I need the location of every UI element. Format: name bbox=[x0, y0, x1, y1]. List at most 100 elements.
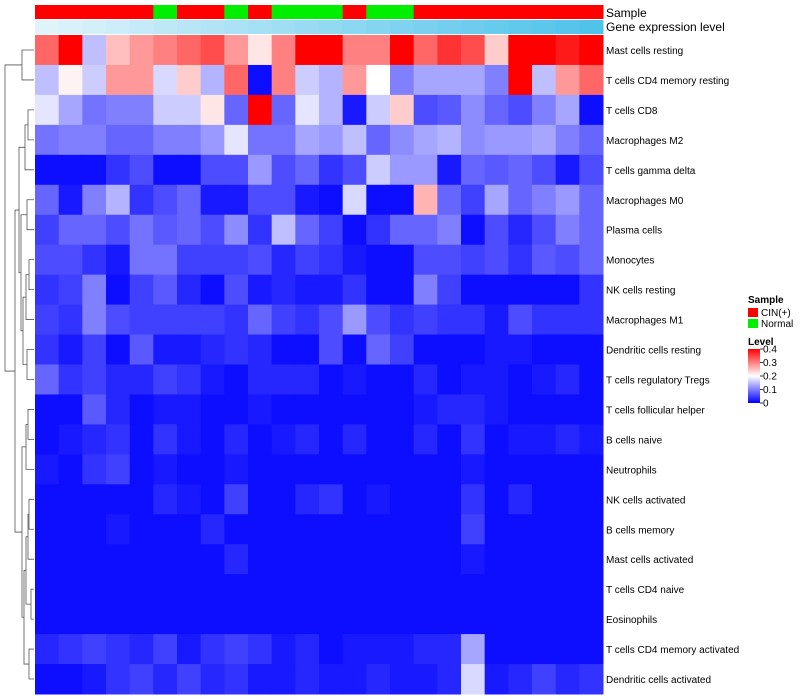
heatmap-cell bbox=[579, 35, 604, 66]
heatmap-cell bbox=[390, 604, 415, 635]
heatmap-cell bbox=[319, 484, 344, 515]
heatmap-cell bbox=[508, 274, 533, 306]
heatmap-cell bbox=[532, 394, 557, 425]
heatmap-cell bbox=[224, 394, 249, 425]
heatmap-cell bbox=[484, 304, 509, 336]
heatmap-cell bbox=[295, 484, 320, 515]
sample-annot-cell bbox=[153, 5, 178, 19]
heatmap-cell bbox=[153, 364, 178, 395]
heatmap-cell bbox=[295, 214, 320, 246]
heatmap-cell bbox=[224, 184, 249, 216]
expression-annot-cell bbox=[58, 20, 83, 34]
heatmap-cell bbox=[58, 454, 83, 485]
heatmap-cell bbox=[532, 634, 557, 665]
heatmap-cell bbox=[200, 424, 225, 455]
expression-annot-cell bbox=[484, 20, 509, 34]
heatmap-cell bbox=[82, 154, 107, 186]
expression-annot-cell bbox=[413, 20, 438, 34]
heatmap-cell bbox=[129, 274, 154, 306]
heatmap-cell bbox=[82, 64, 107, 96]
heatmap-cell bbox=[366, 214, 391, 246]
heatmap-cell bbox=[295, 334, 320, 365]
heatmap-cell bbox=[248, 604, 273, 635]
heatmap-cell bbox=[319, 514, 344, 545]
heatmap-cell bbox=[82, 634, 107, 665]
heatmap-cell bbox=[58, 424, 83, 455]
heatmap-cell bbox=[106, 574, 131, 605]
heatmap-cell bbox=[82, 334, 107, 365]
heatmap-cell bbox=[366, 304, 391, 336]
heatmap-cell bbox=[461, 394, 486, 425]
heatmap-cell bbox=[413, 514, 438, 545]
heatmap-cell bbox=[224, 94, 249, 126]
dendrogram-branch bbox=[23, 570, 29, 665]
heatmap-cell bbox=[461, 334, 486, 365]
heatmap-cell bbox=[555, 214, 580, 246]
heatmap-cell bbox=[271, 334, 296, 365]
heatmap-cell bbox=[200, 394, 225, 425]
heatmap-cell bbox=[295, 394, 320, 425]
heatmap-cell bbox=[248, 514, 273, 545]
heatmap-cell bbox=[129, 394, 154, 425]
heatmap-cell bbox=[153, 604, 178, 635]
heatmap-cell bbox=[82, 274, 107, 306]
heatmap-cell bbox=[153, 574, 178, 605]
heatmap-cell bbox=[366, 484, 391, 515]
heatmap-cell bbox=[532, 154, 557, 186]
heatmap-cell bbox=[532, 424, 557, 455]
heatmap-cell bbox=[319, 64, 344, 96]
heatmap-cell bbox=[106, 334, 131, 365]
heatmap-cell bbox=[366, 394, 391, 425]
heatmap-cell bbox=[271, 94, 296, 126]
heatmap-cell bbox=[461, 424, 486, 455]
heatmap-cell bbox=[58, 274, 83, 306]
heatmap-cell bbox=[413, 304, 438, 336]
heatmap-cell bbox=[106, 394, 131, 425]
heatmap-cell bbox=[508, 634, 533, 665]
heatmap-cell bbox=[484, 514, 509, 545]
heatmap-cell bbox=[390, 454, 415, 485]
heatmap-cell bbox=[271, 424, 296, 455]
heatmap-cell bbox=[177, 274, 202, 306]
heatmap-cell bbox=[461, 604, 486, 635]
row-label: T cells CD8 bbox=[606, 106, 658, 117]
heatmap-cell bbox=[555, 484, 580, 515]
dendrogram-branch bbox=[18, 146, 25, 274]
dendrogram-branch bbox=[28, 648, 34, 680]
heatmap-cell bbox=[177, 604, 202, 635]
heatmap-cell bbox=[224, 214, 249, 246]
heatmap-cell bbox=[413, 274, 438, 306]
sample-annot-cell bbox=[532, 5, 557, 19]
heatmap-cell bbox=[200, 94, 225, 126]
heatmap-cell bbox=[177, 424, 202, 455]
heatmap-cell bbox=[532, 64, 557, 96]
heatmap-cell bbox=[461, 184, 486, 216]
heatmap-cell bbox=[508, 364, 533, 395]
heatmap-cell bbox=[129, 214, 154, 246]
heatmap-cell bbox=[200, 454, 225, 485]
heatmap-cell bbox=[390, 184, 415, 216]
heatmap-cell bbox=[342, 35, 367, 66]
expression-annot-cell bbox=[508, 20, 533, 34]
expression-annot-cell bbox=[319, 20, 344, 34]
heatmap-cell bbox=[390, 634, 415, 665]
level-tick-label: 0.2 bbox=[763, 372, 777, 383]
heatmap-cell bbox=[248, 394, 273, 425]
heatmap-cell bbox=[295, 544, 320, 575]
heatmap-cell bbox=[129, 574, 154, 605]
heatmap-cell bbox=[437, 454, 462, 485]
heatmap-cell bbox=[437, 274, 462, 306]
legend: Sample CIN(+) Normal Level 0.4 0.3 0.2 0.1 0 bbox=[748, 295, 793, 410]
heatmap-cell bbox=[366, 124, 391, 156]
heatmap-cell bbox=[342, 244, 367, 276]
heatmap-cell bbox=[82, 364, 107, 395]
heatmap-cell bbox=[461, 514, 486, 545]
heatmap-cell bbox=[200, 514, 225, 545]
expression-annot-cell bbox=[437, 20, 462, 34]
heatmap-cell bbox=[579, 304, 604, 336]
heatmap-cell bbox=[129, 514, 154, 545]
expression-annot-cell bbox=[153, 20, 178, 34]
heatmap-cell bbox=[248, 184, 273, 216]
heatmap-cell bbox=[248, 484, 273, 515]
